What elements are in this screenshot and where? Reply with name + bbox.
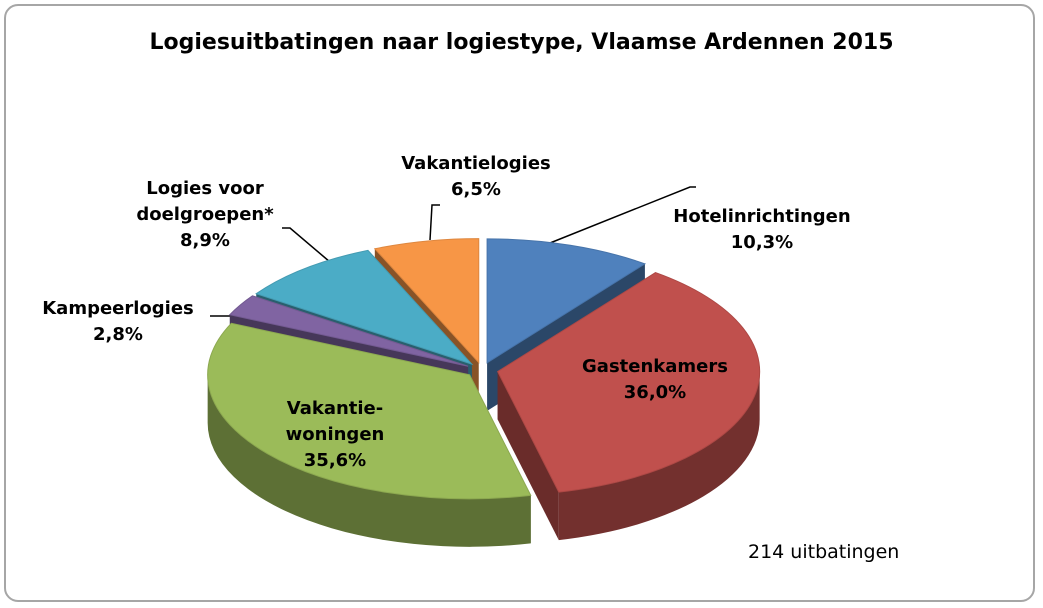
category-label: Logies voor doelgroepen*: [136, 178, 274, 225]
slice-side: [207, 374, 531, 547]
annotation: 214 uitbatingen: [748, 541, 900, 563]
value-label: 8,9%: [180, 230, 230, 251]
value-label: 35,6%: [303, 450, 367, 471]
slice: [207, 322, 532, 547]
value-label: 6,5%: [451, 179, 501, 200]
pie: [207, 238, 761, 547]
category-label: Kampeerlogies: [42, 298, 194, 319]
value-label: 36,0%: [623, 382, 687, 403]
slice-top: [255, 249, 474, 366]
category-label: Vakantielogies: [401, 153, 551, 174]
data-label: Vakantielogies 6,5%: [376, 151, 576, 203]
slice-top: [486, 238, 647, 364]
slice-side: [558, 371, 760, 541]
leader-line: [549, 186, 696, 244]
category-label: Gastenkamers: [582, 356, 728, 377]
slice-top: [497, 272, 761, 493]
value-label: 2,8%: [93, 324, 143, 345]
category-label: Vakantie-woningen: [285, 398, 385, 445]
data-label: Hotelinrichtingen 10,3%: [662, 204, 862, 256]
data-label: Kampeerlogies 2,8%: [18, 296, 218, 348]
slice-top: [373, 238, 480, 364]
slice-top: [228, 295, 469, 367]
data-label: Vakantie-woningen 35,6%: [270, 396, 400, 474]
value-label: 10,3%: [730, 232, 794, 253]
data-label: Logies voor doelgroepen* 8,9%: [120, 176, 290, 254]
chart-title: Logiesuitbatingen naar logiestype, Vlaam…: [149, 30, 894, 55]
slice-top: [207, 322, 532, 500]
category-label: Hotelinrichtingen: [673, 206, 851, 227]
leader-line: [282, 227, 331, 263]
leader-line: [429, 204, 440, 241]
slice-cut-wall: [497, 371, 559, 541]
data-label: Gastenkamers 36,0%: [555, 354, 755, 406]
slice: [497, 272, 761, 541]
